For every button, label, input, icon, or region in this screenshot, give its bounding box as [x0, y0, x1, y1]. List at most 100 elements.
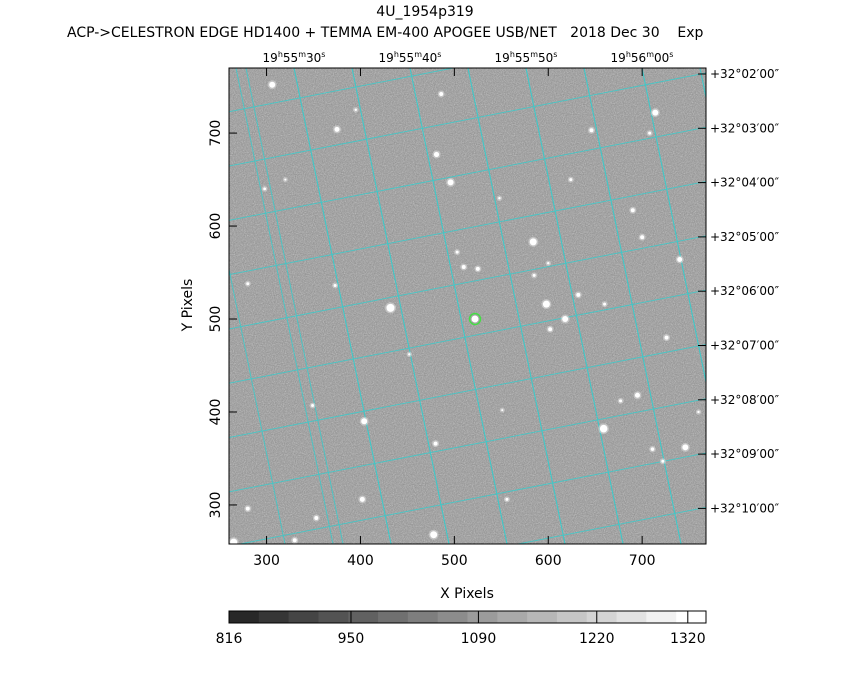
star — [634, 392, 640, 398]
colorbar-swatch — [318, 611, 349, 623]
star — [386, 303, 395, 312]
star — [619, 399, 623, 403]
star — [640, 235, 645, 240]
ra-labels: 19h55m30s 19h55m40s 19h55m50s 19h56m00s — [263, 50, 674, 65]
star — [630, 208, 635, 213]
colorbar-swatch — [616, 611, 647, 623]
star — [433, 151, 440, 158]
instrument-line: ACP->CELESTRON EDGE HD1400 + TEMMA EM-40… — [67, 25, 704, 41]
colorbar-swatch — [288, 611, 319, 623]
colorbar-tick-label: 1090 — [461, 631, 497, 647]
star — [569, 178, 573, 182]
dec-grid-line — [229, 126, 706, 221]
dec-grid-line — [229, 181, 706, 276]
star — [334, 126, 340, 132]
star — [548, 327, 553, 332]
star — [292, 538, 297, 543]
ra-grid-line — [467, 68, 566, 544]
ra-label: 19h55m50s — [495, 50, 558, 65]
star — [461, 264, 466, 269]
ra-grid-line — [245, 68, 344, 544]
star — [529, 238, 537, 246]
image-frame — [228, 67, 707, 545]
ra-label: 19h55m40s — [379, 50, 442, 65]
dec-label: +32°07′00″ — [710, 339, 780, 353]
colorbar-swatch — [586, 611, 618, 623]
target-marker — [468, 312, 482, 326]
colorbar-tick-label: 1320 — [670, 631, 706, 647]
dec-grid-line — [229, 289, 706, 384]
star — [589, 128, 594, 133]
x-tick-label: 600 — [535, 553, 562, 569]
star — [650, 447, 655, 451]
x-tick-label: 700 — [629, 553, 656, 569]
colorbar-swatch — [527, 611, 558, 623]
star — [245, 506, 250, 511]
x-tick-label: 300 — [253, 553, 280, 569]
y-tick-label: 400 — [208, 399, 224, 426]
ra-grid-line — [641, 68, 706, 385]
star — [603, 302, 607, 306]
y-tick-label: 500 — [208, 306, 224, 333]
ra-grid-line — [758, 68, 850, 544]
star — [430, 531, 438, 539]
x-axis-label: X Pixels — [440, 586, 494, 602]
colorbar-swatch — [348, 611, 379, 623]
ra-label: 19h56m00s — [611, 50, 674, 65]
star — [284, 178, 287, 181]
star — [562, 316, 569, 323]
sky-noise — [229, 68, 706, 544]
object-title: 4U_1954p319 — [376, 4, 473, 20]
star — [447, 179, 454, 186]
y-tick-label: 300 — [208, 492, 224, 519]
dec-label: +32°02′00″ — [710, 67, 780, 81]
star — [501, 409, 504, 412]
star — [359, 496, 365, 502]
star — [211, 150, 214, 153]
star — [697, 410, 700, 414]
x-tick-label: 500 — [441, 553, 468, 569]
star — [455, 250, 459, 254]
ra-label: 19h55m30s — [263, 50, 326, 65]
dec-labels: +32°02′00″ +32°03′00″ +32°04′00″ +32°05′00″… — [698, 67, 780, 515]
dec-label: +32°04′00″ — [710, 176, 780, 190]
colorbar-swatch — [497, 611, 528, 623]
star — [311, 403, 315, 407]
star — [439, 92, 444, 97]
target-star — [471, 315, 479, 323]
star — [661, 459, 665, 463]
star — [314, 515, 319, 520]
star — [532, 273, 536, 277]
star — [652, 109, 659, 116]
ra-grid-line — [293, 68, 392, 544]
sky-image — [211, 67, 850, 545]
colorbar-swatch — [437, 611, 468, 623]
star — [542, 300, 550, 308]
star — [505, 497, 509, 501]
star — [664, 335, 669, 340]
colorbar-tick-label: 816 — [216, 631, 243, 647]
y-axis-ticks: 300 400 500 600 700 — [208, 120, 237, 519]
star — [475, 266, 480, 271]
ra-grid-line — [583, 68, 682, 544]
x-tick-label: 400 — [347, 553, 374, 569]
dec-grid-line — [229, 398, 706, 493]
coordinate-grid — [229, 68, 850, 544]
colorbar-swatch — [378, 611, 409, 623]
star — [333, 284, 337, 288]
dec-grid-line — [229, 235, 706, 330]
colorbar-swatch — [556, 611, 588, 623]
colorbar-ticks: 816 950 1090 1220 1320 — [216, 611, 706, 647]
ra-grid-line — [525, 68, 624, 544]
star — [677, 257, 683, 263]
dec-label: +32°09′00″ — [710, 447, 780, 461]
x-axis-ticks: 300 400 500 600 700 — [253, 68, 656, 569]
ra-grid-line — [235, 68, 334, 544]
colorbar-swatch — [229, 611, 260, 623]
colorbar: 816 950 1090 1220 1320 — [216, 610, 707, 647]
star — [263, 187, 267, 191]
star — [682, 444, 689, 451]
star — [498, 196, 501, 200]
colorbar-swatch — [676, 611, 707, 623]
